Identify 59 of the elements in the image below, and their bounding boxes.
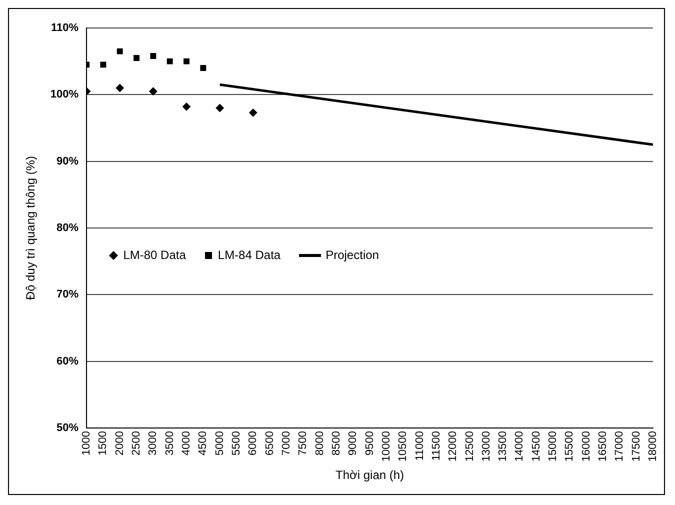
x-tick-label: 15000 — [547, 431, 560, 462]
y-tick-label: 100% — [50, 88, 79, 101]
x-tick-label: 7000 — [280, 431, 292, 456]
point — [134, 55, 140, 61]
x-tick-label: 7500 — [297, 431, 310, 456]
x-tick-label: 3000 — [147, 431, 160, 456]
x-tick-label: 17500 — [630, 431, 642, 462]
x-tick-label: 13500 — [497, 431, 510, 462]
y-tick-label: 60% — [56, 355, 79, 368]
point — [182, 102, 190, 111]
y-tick-label: 110% — [51, 22, 79, 34]
x-tick-label: 18000 — [647, 431, 660, 462]
x-tick-label: 12000 — [447, 431, 460, 462]
legend-label: LM-80 Data — [123, 248, 186, 262]
x-tick-label: 2500 — [130, 431, 143, 456]
x-tick-label: 11000 — [414, 431, 426, 461]
point — [150, 53, 156, 59]
point — [116, 48, 123, 54]
point — [100, 62, 106, 68]
x-tick-label: 2000 — [114, 431, 126, 456]
y-tick-label: 50% — [56, 422, 79, 434]
x-tick-label: 5000 — [214, 431, 226, 456]
x-tick-label: 3500 — [164, 431, 176, 456]
x-tick-label: 1000 — [80, 431, 93, 456]
legend-label: Projection — [326, 248, 379, 262]
x-tick-label: 15500 — [564, 431, 576, 462]
x-tick-label: 11500 — [430, 431, 442, 461]
x-tick-label: 5500 — [230, 431, 243, 456]
y-tick-label: 90% — [56, 155, 79, 168]
point — [200, 65, 206, 71]
point — [249, 108, 258, 117]
x-tick-label: 6500 — [264, 431, 276, 456]
point — [216, 104, 224, 112]
x-tick-label: 13000 — [480, 431, 492, 462]
legend-label: LM-84 Data — [218, 248, 281, 262]
y-tick-label: 70% — [56, 288, 79, 301]
point — [149, 87, 158, 96]
x-tick-label: 4500 — [197, 431, 210, 456]
point — [184, 58, 190, 64]
y-axis-title: Độ duy trì quang thông (%) — [24, 156, 38, 300]
x-tick-label: 17000 — [614, 431, 626, 462]
x-tick-label: 8000 — [314, 431, 326, 456]
x-tick-label: 16000 — [580, 431, 592, 462]
x-tick-label: 10500 — [397, 431, 410, 462]
x-tick-label: 9000 — [347, 431, 360, 456]
x-tick-label: 9500 — [364, 431, 376, 456]
x-tick-label: 1500 — [97, 431, 110, 456]
x-tick-label: 14500 — [530, 431, 542, 462]
x-tick-label: 12500 — [464, 431, 476, 462]
x-tick-label: 10000 — [380, 431, 392, 462]
point — [116, 84, 124, 92]
x-tick-label: 14000 — [514, 431, 526, 462]
x-axis-title: Thời gian (h) — [335, 468, 404, 482]
x-tick-label: 6000 — [247, 431, 260, 456]
x-tick-label: 16500 — [597, 431, 610, 462]
x-tick-label: 8500 — [330, 431, 342, 456]
x-tick-label: 4000 — [180, 431, 193, 456]
y-tick-label: 80% — [56, 222, 79, 234]
point — [166, 58, 173, 64]
